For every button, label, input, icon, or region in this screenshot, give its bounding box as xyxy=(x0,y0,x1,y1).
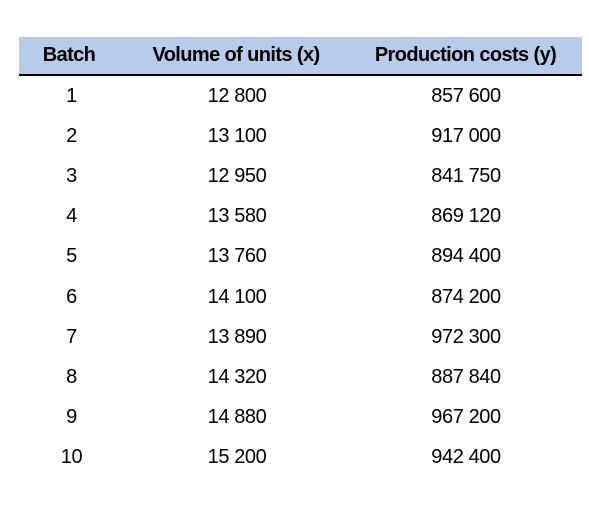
cost-cell: 917 000 xyxy=(431,124,501,147)
batch-cell: 10 xyxy=(60,446,83,469)
batch-cell: 8 xyxy=(66,365,77,388)
table-row: 1 12 800 857 600 xyxy=(19,76,582,116)
table-row: 5 13 760 894 400 xyxy=(19,237,582,277)
batch-cell: 1 xyxy=(66,84,77,107)
volume-cell: 15 200 xyxy=(207,446,267,469)
batch-cell: 5 xyxy=(66,245,77,268)
volume-cell: 13 580 xyxy=(207,205,267,228)
table-row: 2 13 100 917 000 xyxy=(19,116,582,156)
volume-cell: 12 800 xyxy=(207,84,267,107)
volume-cell: 13 100 xyxy=(207,124,267,147)
table-row: 8 14 320 887 840 xyxy=(19,357,582,397)
cost-cell: 869 120 xyxy=(431,205,501,228)
volume-cell: 12 950 xyxy=(207,164,267,187)
header-batch: Batch xyxy=(42,44,96,66)
table-row: 7 13 890 972 300 xyxy=(19,317,582,357)
table-row: 4 13 580 869 120 xyxy=(19,197,582,237)
table-row: 9 14 880 967 200 xyxy=(19,398,582,438)
volume-cell: 14 100 xyxy=(207,285,267,308)
cost-cell: 894 400 xyxy=(431,245,501,268)
volume-cell: 14 320 xyxy=(207,365,267,388)
batch-cell: 3 xyxy=(66,164,77,187)
cost-cell: 942 400 xyxy=(431,446,501,469)
table-row: 6 14 100 874 200 xyxy=(19,277,582,317)
table-row: 10 15 200 942 400 xyxy=(19,438,582,478)
header-volume: Volume of units (x) xyxy=(152,44,320,66)
volume-cell: 14 880 xyxy=(207,406,267,429)
header-production-costs: Production costs (y) xyxy=(374,44,557,66)
volume-cell: 13 760 xyxy=(207,245,267,268)
cost-cell: 874 200 xyxy=(431,285,501,308)
batch-cell: 9 xyxy=(66,406,77,429)
batch-cell: 7 xyxy=(66,325,77,348)
batch-cell: 6 xyxy=(66,285,77,308)
cost-cell: 857 600 xyxy=(431,84,501,107)
cost-cell: 972 300 xyxy=(431,325,501,348)
batch-cell: 4 xyxy=(66,205,77,228)
batch-cell: 2 xyxy=(66,124,77,147)
cost-cell: 967 200 xyxy=(431,406,501,429)
volume-cell: 13 890 xyxy=(207,325,267,348)
cost-cell: 841 750 xyxy=(431,164,501,187)
cost-cell: 887 840 xyxy=(431,365,501,388)
table-header-row: Batch Volume of units (x) Production cos… xyxy=(19,37,582,76)
table-row: 3 12 950 841 750 xyxy=(19,156,582,196)
production-data-table: Batch Volume of units (x) Production cos… xyxy=(19,37,582,478)
